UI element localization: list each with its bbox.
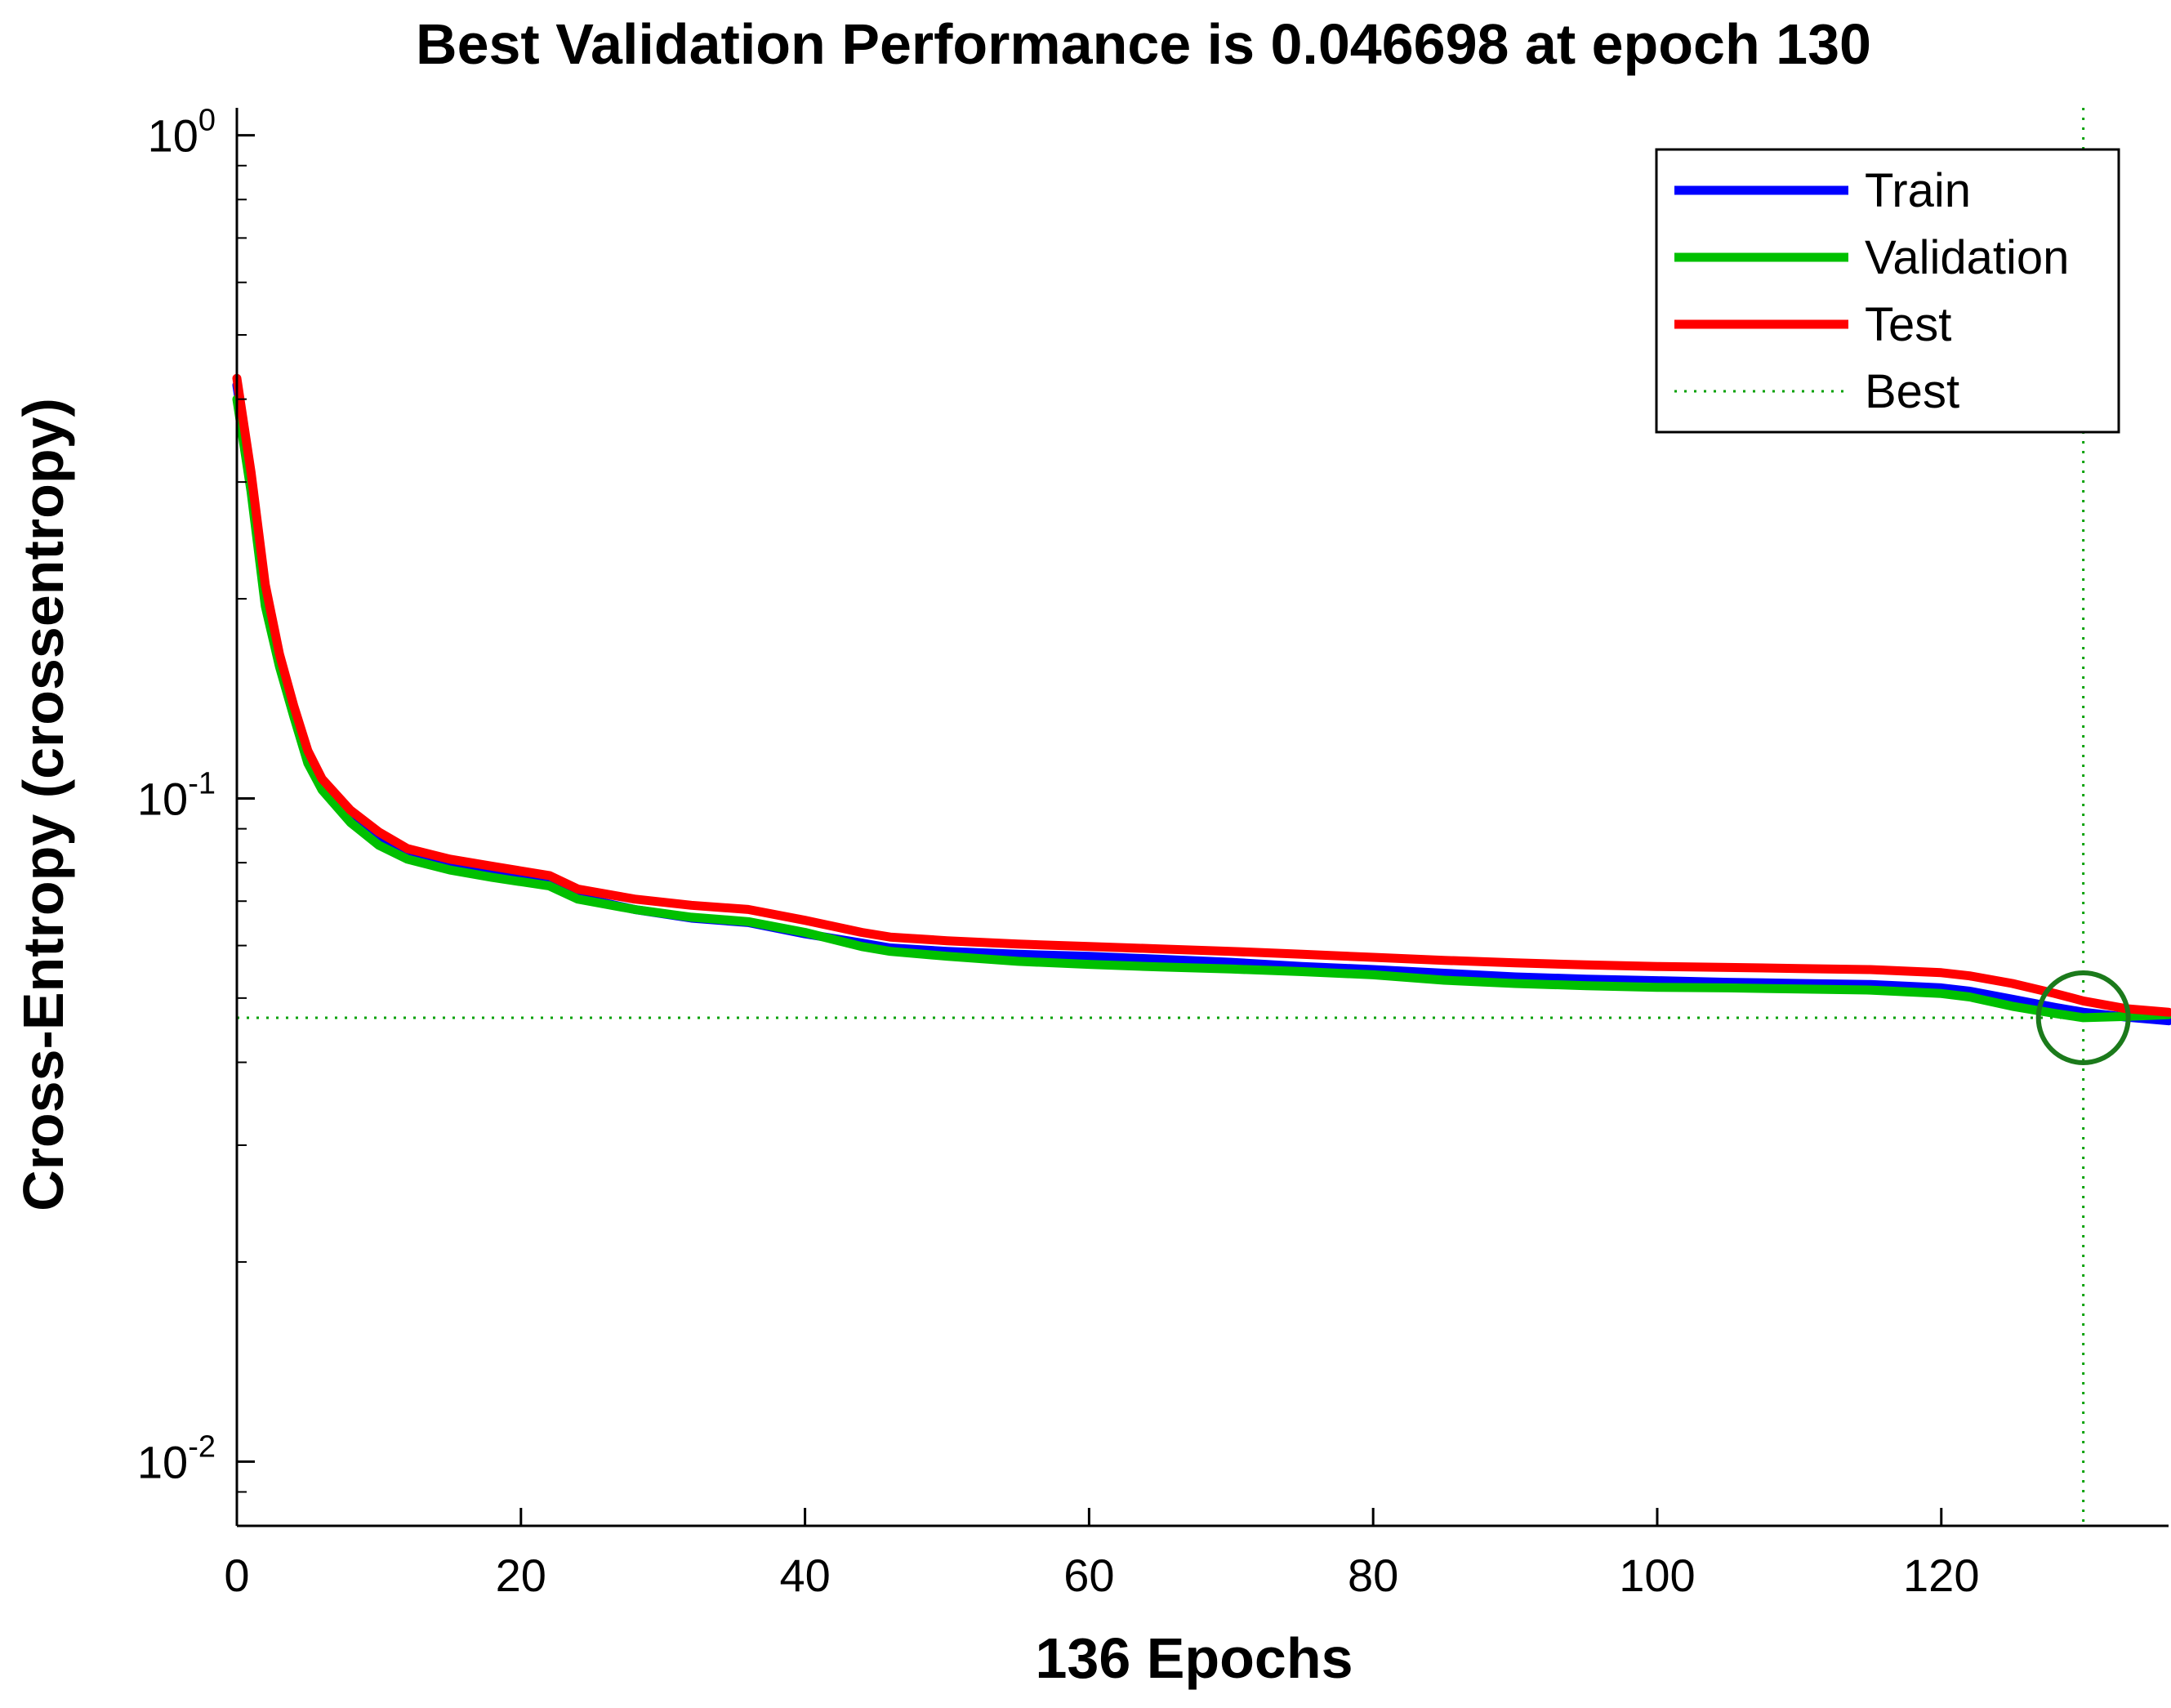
axes bbox=[235, 108, 2169, 1527]
y-tick-label: 10-2 bbox=[137, 1429, 216, 1487]
legend-label-train: Train bbox=[1865, 164, 1971, 217]
best-circle bbox=[2035, 970, 2131, 1065]
legend-label-validation: Validation bbox=[1865, 231, 2069, 284]
legend-box bbox=[1655, 148, 2120, 434]
y-tick-label: 10-1 bbox=[137, 766, 216, 824]
x-axis-label: 136 Epochs bbox=[1035, 1626, 1353, 1690]
series-line-validation bbox=[232, 395, 2171, 1023]
x-ticks: 0 20 40 60 80 100 120 bbox=[224, 1508, 1979, 1601]
x-tick-label: 80 bbox=[1348, 1550, 1398, 1601]
series-line-train bbox=[232, 381, 2171, 1026]
legend: Train Validation Test Best bbox=[1655, 148, 2120, 434]
x-tick-label: 60 bbox=[1063, 1550, 1114, 1601]
x-tick-label: 0 bbox=[224, 1550, 249, 1601]
x-tick-label: 100 bbox=[1619, 1550, 1695, 1601]
chart-title: Best Validation Performance is 0.046698 … bbox=[416, 12, 1871, 76]
x-tick-label: 40 bbox=[779, 1550, 830, 1601]
legend-label-test: Test bbox=[1865, 298, 1951, 351]
y-tick-label: 100 bbox=[148, 104, 216, 162]
x-tick-label: 120 bbox=[1903, 1550, 1979, 1601]
y-ticks: 100 10-1 10-2 bbox=[137, 104, 255, 1527]
series-lines bbox=[232, 373, 2171, 1026]
best-circle-group bbox=[2035, 970, 2131, 1065]
series-line-test bbox=[232, 373, 2171, 1017]
y-axis-label: Cross-Entropy (crossentropy) bbox=[11, 398, 75, 1211]
legend-label-best: Best bbox=[1865, 365, 1959, 418]
x-tick-label: 20 bbox=[496, 1550, 546, 1601]
